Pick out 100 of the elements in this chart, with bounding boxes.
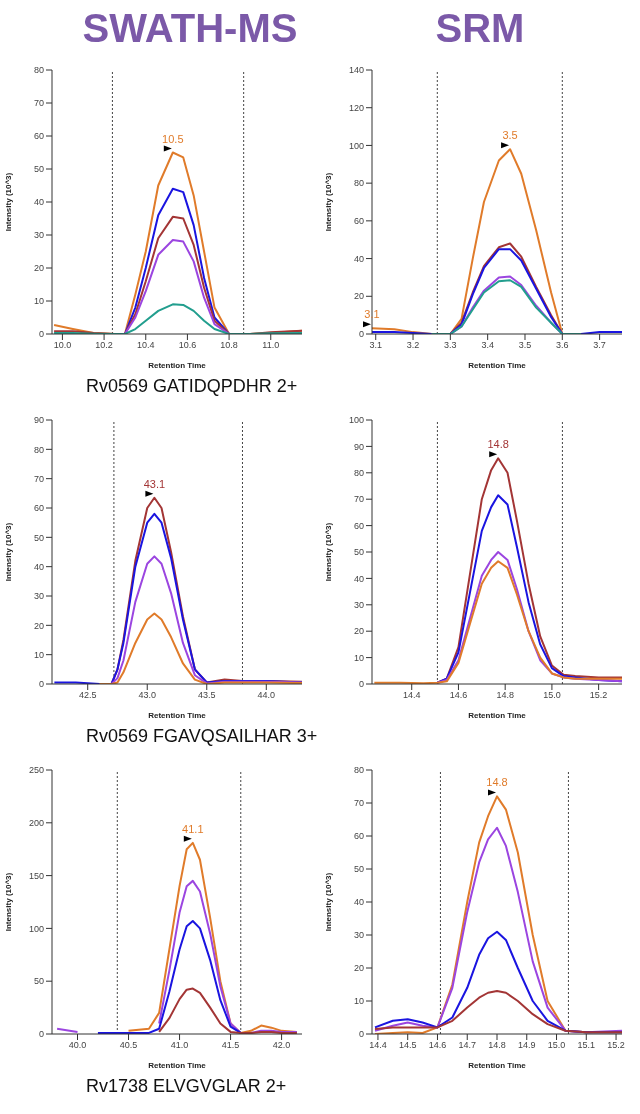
y-tick-label: 40 — [353, 253, 364, 264]
y-axis-title: Intensity (10^3) — [323, 872, 333, 932]
y-tick-label: 40 — [33, 561, 44, 572]
x-tick-label: 15.0 — [547, 1040, 566, 1051]
x-tick-label: 14.8 — [496, 690, 514, 701]
x-tick-label: 3.6 — [556, 340, 569, 351]
x-tick-label: 3.3 — [444, 340, 457, 351]
x-tick-label: 3.7 — [593, 340, 606, 351]
y-tick-label: 80 — [353, 178, 364, 189]
x-tick-label: 3.5 — [518, 340, 532, 351]
y-tick-label: 70 — [353, 494, 364, 505]
x-tick-label: 10.0 — [53, 340, 72, 351]
y-tick-label: 20 — [353, 626, 364, 637]
y-tick-label: 90 — [33, 415, 44, 426]
x-tick-label: 10.6 — [178, 340, 197, 351]
x-axis-title: Retention Time — [468, 1061, 527, 1070]
x-tick-label: 41.5 — [221, 1040, 240, 1051]
x-tick-label: 10.8 — [220, 340, 238, 351]
y-tick-label: 100 — [348, 140, 364, 151]
x-axis-title: Retention Time — [148, 711, 207, 720]
x-tick-label: 3.1 — [369, 340, 382, 351]
y-tick-label: 60 — [353, 520, 364, 531]
y-tick-label: 0 — [358, 679, 364, 690]
x-tick-label: 42.0 — [272, 1040, 291, 1051]
y-tick-label: 20 — [353, 963, 364, 974]
x-tick-label: 43.0 — [138, 690, 156, 701]
y-tick-label: 250 — [28, 765, 44, 776]
x-tick-label: 14.4 — [369, 1040, 387, 1051]
y-tick-label: 20 — [33, 620, 44, 631]
y-tick-label: 60 — [353, 831, 364, 842]
y-tick-label: 70 — [353, 798, 364, 809]
x-tick-label: 14.8 — [488, 1040, 506, 1051]
y-tick-label: 50 — [33, 532, 44, 543]
y-tick-label: 100 — [28, 923, 44, 934]
y-tick-label: 140 — [348, 65, 364, 76]
y-tick-label: 80 — [33, 444, 44, 455]
y-tick-label: 10 — [353, 996, 364, 1007]
x-tick-label: 3.2 — [406, 340, 420, 351]
x-tick-label: 10.2 — [95, 340, 113, 351]
y-tick-label: 70 — [33, 98, 44, 109]
y-tick-label: 0 — [358, 329, 364, 340]
y-tick-label: 30 — [33, 591, 44, 602]
y-tick-label: 80 — [353, 765, 364, 776]
x-tick-label: 14.5 — [398, 1040, 417, 1051]
y-tick-label: 30 — [353, 930, 364, 941]
y-tick-label: 40 — [353, 573, 364, 584]
y-tick-label: 120 — [348, 102, 364, 113]
y-tick-label: 0 — [358, 1029, 364, 1040]
annotation: 3.5 — [502, 129, 518, 142]
x-tick-label: 40.0 — [68, 1040, 87, 1051]
text: Rv1738 ELVGVGLAR 2+ — [86, 1076, 287, 1096]
x-tick-label: 41.0 — [170, 1040, 189, 1051]
y-tick-label: 50 — [353, 864, 364, 875]
y-tick-label: 200 — [28, 817, 44, 828]
y-tick-label: 0 — [38, 329, 44, 340]
annotation: 43.1 — [143, 477, 166, 490]
x-axis-title: Retention Time — [468, 711, 527, 720]
chart-title: SRM — [435, 6, 525, 50]
y-tick-label: 0 — [38, 679, 44, 690]
y-tick-label: 50 — [33, 976, 44, 987]
y-tick-label: 10 — [353, 652, 364, 663]
x-tick-label: 14.6 — [428, 1040, 447, 1051]
y-tick-label: 10 — [33, 296, 44, 307]
y-tick-label: 100 — [348, 415, 364, 426]
x-tick-label: 43.5 — [198, 690, 216, 701]
y-tick-label: 60 — [33, 503, 44, 514]
x-tick-label: 15.1 — [577, 1040, 596, 1051]
y-tick-label: 30 — [33, 230, 44, 241]
annotation: 14.8 — [487, 438, 509, 451]
y-tick-label: 20 — [33, 263, 44, 274]
y-tick-label: 50 — [33, 164, 44, 175]
x-tick-label: 10.4 — [136, 340, 155, 351]
x-tick-label: 14.6 — [449, 690, 468, 701]
y-tick-label: 80 — [33, 65, 44, 76]
y-axis-title: Intensity (10^3) — [3, 522, 13, 582]
y-axis-title: Intensity (10^3) — [323, 172, 333, 232]
y-tick-label: 150 — [28, 870, 44, 881]
y-tick-label: 30 — [353, 599, 364, 610]
y-tick-label: 60 — [33, 131, 44, 142]
x-tick-label: 15.2 — [607, 1040, 625, 1051]
x-tick-label: 14.4 — [402, 690, 421, 701]
x-axis-title: Retention Time — [468, 361, 527, 370]
text: Rv0569 FGAVQSAILHAR 3+ — [86, 726, 318, 746]
annotation: 14.8 — [486, 776, 508, 789]
y-tick-label: 90 — [353, 441, 364, 452]
x-tick-label: 15.0 — [543, 690, 561, 701]
y-axis-title: Intensity (10^3) — [3, 172, 13, 232]
y-tick-label: 50 — [353, 547, 364, 558]
x-tick-label: 11.0 — [262, 340, 280, 351]
x-tick-label: 42.5 — [78, 690, 97, 701]
y-tick-label: 20 — [353, 291, 364, 302]
y-tick-label: 10 — [33, 649, 44, 660]
x-tick-label: 44.0 — [257, 690, 276, 701]
annotation: 3.1 — [364, 308, 380, 321]
x-tick-label: 14.7 — [458, 1040, 476, 1051]
y-tick-label: 40 — [33, 197, 44, 208]
x-tick-label: 14.9 — [518, 1040, 536, 1051]
y-tick-label: 0 — [38, 1029, 44, 1040]
y-axis-title: Intensity (10^3) — [323, 522, 333, 582]
x-axis-title: Retention Time — [148, 361, 207, 370]
